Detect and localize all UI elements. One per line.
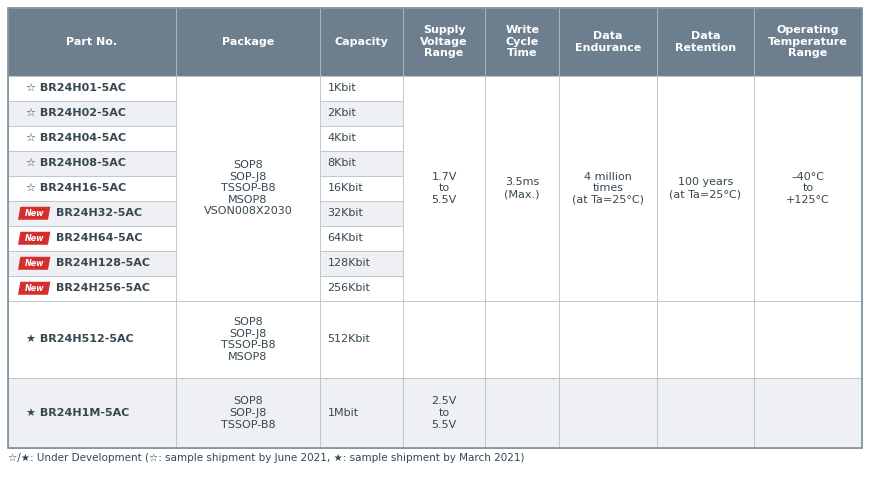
Bar [484,378,559,448]
Bar [402,301,484,378]
Text: ☆ BR24H16-5AC: ☆ BR24H16-5AC [26,183,126,193]
Bar [484,301,559,378]
Bar [8,8,176,76]
Text: 512Kbit: 512Kbit [328,334,370,344]
Bar [8,76,176,101]
Text: 4Kbit: 4Kbit [328,133,356,143]
Bar [656,76,753,301]
Text: 8Kbit: 8Kbit [328,158,356,168]
Bar [8,126,176,151]
Bar [559,301,656,378]
Bar [319,101,402,126]
Text: ☆ BR24H02-5AC: ☆ BR24H02-5AC [26,108,126,118]
Text: ★ BR24H512-5AC: ★ BR24H512-5AC [26,334,134,344]
Bar [8,101,176,126]
Text: 1Kbit: 1Kbit [328,83,356,93]
Text: SOP8
SOP-J8
TSSOP-B8
MSOP8: SOP8 SOP-J8 TSSOP-B8 MSOP8 [220,317,275,362]
Bar [559,8,656,76]
Polygon shape [18,207,50,220]
Bar [8,201,176,226]
Bar [484,76,559,301]
Text: New: New [24,234,43,243]
Text: SOP8
SOP-J8
TSSOP-B8
MSOP8
VSON008X2030: SOP8 SOP-J8 TSSOP-B8 MSOP8 VSON008X2030 [203,160,292,216]
Bar [559,378,656,448]
Bar [8,378,176,448]
Bar [319,151,402,176]
Polygon shape [18,257,50,270]
Text: 100 years
(at Ta=25°C): 100 years (at Ta=25°C) [668,177,740,199]
Text: 2Kbit: 2Kbit [328,108,356,118]
Text: 2.5V
to
5.5V: 2.5V to 5.5V [431,397,456,429]
Bar [8,301,176,378]
Text: New: New [24,259,43,268]
Bar [319,8,402,76]
Text: 3.5ms
(Max.): 3.5ms (Max.) [504,177,540,199]
Bar [319,76,402,101]
Text: 16Kbit: 16Kbit [328,183,363,193]
Bar [319,201,402,226]
Bar [753,378,861,448]
Bar [402,76,484,301]
Text: Part No.: Part No. [66,37,117,47]
Bar [319,126,402,151]
Polygon shape [18,232,50,245]
Text: SOP8
SOP-J8
TSSOP-B8: SOP8 SOP-J8 TSSOP-B8 [220,397,275,429]
Bar [753,76,861,301]
Text: BR24H32-5AC: BR24H32-5AC [56,208,143,218]
Text: Data
Retention: Data Retention [674,31,735,53]
Bar [753,8,861,76]
Bar [656,301,753,378]
Text: BR24H256-5AC: BR24H256-5AC [56,283,150,293]
Text: BR24H64-5AC: BR24H64-5AC [56,233,143,243]
Bar [176,378,319,448]
Text: BR24H128-5AC: BR24H128-5AC [56,258,150,268]
Text: Package: Package [222,37,274,47]
Bar [8,276,176,301]
Polygon shape [18,282,50,295]
Text: 128Kbit: 128Kbit [328,258,370,268]
Text: Write
Cycle
Time: Write Cycle Time [505,25,539,58]
Bar [8,251,176,276]
Bar [484,8,559,76]
Text: Operating
Temperature
Range: Operating Temperature Range [767,25,847,58]
Bar [176,301,319,378]
Bar [402,8,484,76]
Bar [559,76,656,301]
Text: ☆/★: Under Development (☆: sample shipment by June 2021, ★: sample shipment by M: ☆/★: Under Development (☆: sample shipme… [8,453,524,463]
Text: Supply
Voltage
Range: Supply Voltage Range [420,25,468,58]
Text: ☆ BR24H01-5AC: ☆ BR24H01-5AC [26,83,126,93]
Text: ☆ BR24H08-5AC: ☆ BR24H08-5AC [26,158,126,168]
Bar [753,301,861,378]
Bar [656,378,753,448]
Text: 1Mbit: 1Mbit [328,408,358,418]
Text: 32Kbit: 32Kbit [328,208,363,218]
Text: –40°C
to
+125°C: –40°C to +125°C [786,171,829,205]
Bar [176,76,319,301]
Bar [176,8,319,76]
Text: 1.7V
to
5.5V: 1.7V to 5.5V [431,171,456,205]
Text: Data
Endurance: Data Endurance [574,31,640,53]
Bar [402,378,484,448]
Text: 256Kbit: 256Kbit [328,283,370,293]
Bar [319,378,402,448]
Text: 4 million
times
(at Ta=25°C): 4 million times (at Ta=25°C) [572,171,643,205]
Bar [319,176,402,201]
Bar [319,301,402,378]
Text: New: New [24,209,43,218]
Bar [656,8,753,76]
Text: Capacity: Capacity [334,37,388,47]
Bar [8,151,176,176]
Text: ☆ BR24H04-5AC: ☆ BR24H04-5AC [26,133,126,143]
Bar [319,276,402,301]
Bar [8,176,176,201]
Bar [319,226,402,251]
Bar [319,251,402,276]
Bar [8,226,176,251]
Text: New: New [24,284,43,293]
Text: 64Kbit: 64Kbit [328,233,363,243]
Text: ★ BR24H1M-5AC: ★ BR24H1M-5AC [26,408,129,418]
